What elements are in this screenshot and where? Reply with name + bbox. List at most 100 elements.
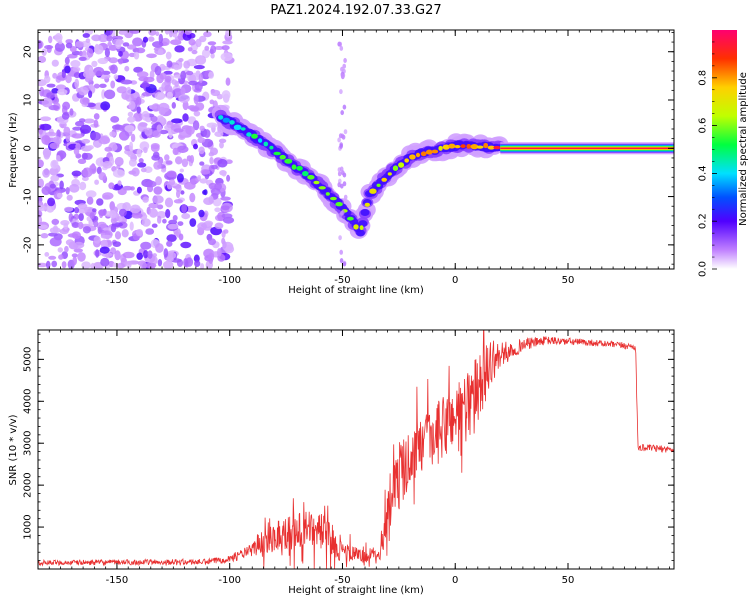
spectrogram-cell xyxy=(233,124,242,130)
spectrogram-cell xyxy=(340,73,345,79)
y-tick-label: 5000 xyxy=(23,347,34,372)
spectrogram-cell xyxy=(75,120,85,127)
colorbar-label: Normalized spectral amplitude xyxy=(738,72,749,226)
spectrogram-cell xyxy=(61,112,70,120)
spectrogram-cell xyxy=(184,30,192,35)
spectrogram-cell xyxy=(40,123,52,131)
spectrogram-cell xyxy=(454,145,461,149)
spectrogram-cell xyxy=(136,71,149,78)
spectrogram-cell xyxy=(487,145,495,150)
spectrogram-cell xyxy=(164,30,170,35)
spectrogram-cell xyxy=(40,233,49,239)
spectrogram-cell xyxy=(113,74,119,80)
spectrogram-cell xyxy=(48,255,57,260)
spectrogram-cell xyxy=(143,250,149,259)
spectrogram-cell xyxy=(77,208,88,214)
spectrogram-cell xyxy=(122,251,135,259)
spectrogram-cell xyxy=(229,120,235,125)
spectrogram-cell xyxy=(69,46,77,53)
x-tick-label: -50 xyxy=(334,275,350,286)
spectrogram-cell xyxy=(135,229,143,237)
spectrogram-cell xyxy=(342,104,347,110)
spectrogram-cell xyxy=(147,250,153,259)
spectrogram-cell xyxy=(483,142,489,149)
spectrogram-cell xyxy=(198,73,203,84)
spectrogram-cell xyxy=(193,110,201,117)
spectrogram-cell xyxy=(165,160,173,165)
spectrogram-cell xyxy=(115,39,122,50)
spectrogram-cell xyxy=(51,59,59,67)
spectrogram-cell xyxy=(425,149,433,155)
spectrogram-cell xyxy=(82,33,91,38)
spectrogram-cell xyxy=(38,55,47,64)
spectrogram-cell xyxy=(358,220,368,228)
spectrogram-cell xyxy=(50,159,59,170)
spectrogram-cell xyxy=(221,90,231,100)
spectrogram-cell xyxy=(182,100,189,111)
spectrogram-cell xyxy=(89,164,97,175)
spectrogram-cell xyxy=(63,222,69,230)
spectrogram-cell xyxy=(117,180,122,187)
spectrogram-cell xyxy=(130,133,136,143)
spectrogram-cell xyxy=(200,169,211,175)
x-tick-label: -150 xyxy=(106,575,129,586)
spectrogram-cell xyxy=(93,119,99,128)
spectrogram-cell xyxy=(157,48,164,56)
spectrogram-cell xyxy=(225,77,231,86)
spectrogram-cell xyxy=(172,215,178,221)
spectrogram-cell xyxy=(161,168,167,173)
spectrogram-cell xyxy=(146,53,157,59)
spectrogram-cell xyxy=(387,172,392,176)
spectrogram-cell xyxy=(65,39,73,44)
snr-panel: -150 -100 -50 0 50 1000 2000 3000 4000 5000 Heig… xyxy=(8,329,675,596)
spectrogram-cell xyxy=(176,173,184,183)
colorbar-gradient xyxy=(712,30,737,269)
spectrogram-cell xyxy=(96,166,102,175)
snr-y-label: SNR (10 * v/v) xyxy=(8,414,19,485)
spectrogram-cell xyxy=(195,55,207,65)
spectrogram-cell xyxy=(151,103,161,112)
spectrogram-cell xyxy=(47,197,56,207)
spectrogram-cell xyxy=(114,156,124,167)
spectrogram-cell xyxy=(38,210,43,218)
spectrogram-cell xyxy=(187,47,193,52)
spectrogram-cell xyxy=(54,33,63,43)
spectrogram-cell xyxy=(141,218,151,227)
spectrogram-cell xyxy=(359,225,364,231)
colorbar-ticks: 0.0 0.2 0.4 0.6 0.8 xyxy=(698,41,717,277)
colorbar-tick-label: 0.8 xyxy=(698,70,709,86)
spectrogram-cell xyxy=(78,86,89,96)
y-tick-label: 0 xyxy=(23,145,34,151)
spectrogram-cell xyxy=(171,118,183,124)
spectrogram-cell xyxy=(43,151,51,160)
spectrogram-cell xyxy=(133,51,140,60)
spectrogram-cell xyxy=(119,30,127,35)
spectrogram-cell xyxy=(132,37,143,47)
spectrogram-cell xyxy=(476,145,484,149)
spectrogram-cell xyxy=(171,102,176,109)
spectrogram-cell xyxy=(339,45,344,51)
spectrogram-cell xyxy=(137,122,147,132)
spectrogram-cell xyxy=(180,70,187,81)
spectrogram-cell xyxy=(98,136,111,145)
spectrogram-cell xyxy=(181,213,191,220)
spectrogram-cell xyxy=(138,158,144,164)
spectrogram-cell xyxy=(135,96,142,107)
colorbar-tick-label: 0.0 xyxy=(698,261,709,277)
spectrogram-cell xyxy=(102,161,113,169)
spectrogram-cell xyxy=(197,137,206,144)
spectrogram-cell xyxy=(98,209,107,217)
spectrogram-cell xyxy=(120,79,133,85)
spectrogram-cell xyxy=(140,167,147,173)
snr-series-line xyxy=(38,330,674,569)
spectrogram-cell xyxy=(45,131,57,137)
spectrogram-cell xyxy=(340,210,344,216)
spectrogram-cell xyxy=(152,130,161,138)
spectrogram-cell xyxy=(208,71,215,79)
spectrogram-cell xyxy=(58,40,63,45)
x-tick-label: -50 xyxy=(334,575,350,586)
spectrogram-cell xyxy=(144,180,157,188)
spectrogram-cell xyxy=(110,224,117,233)
spectrogram-cell xyxy=(64,65,71,74)
spectrogram-cell xyxy=(180,241,192,249)
